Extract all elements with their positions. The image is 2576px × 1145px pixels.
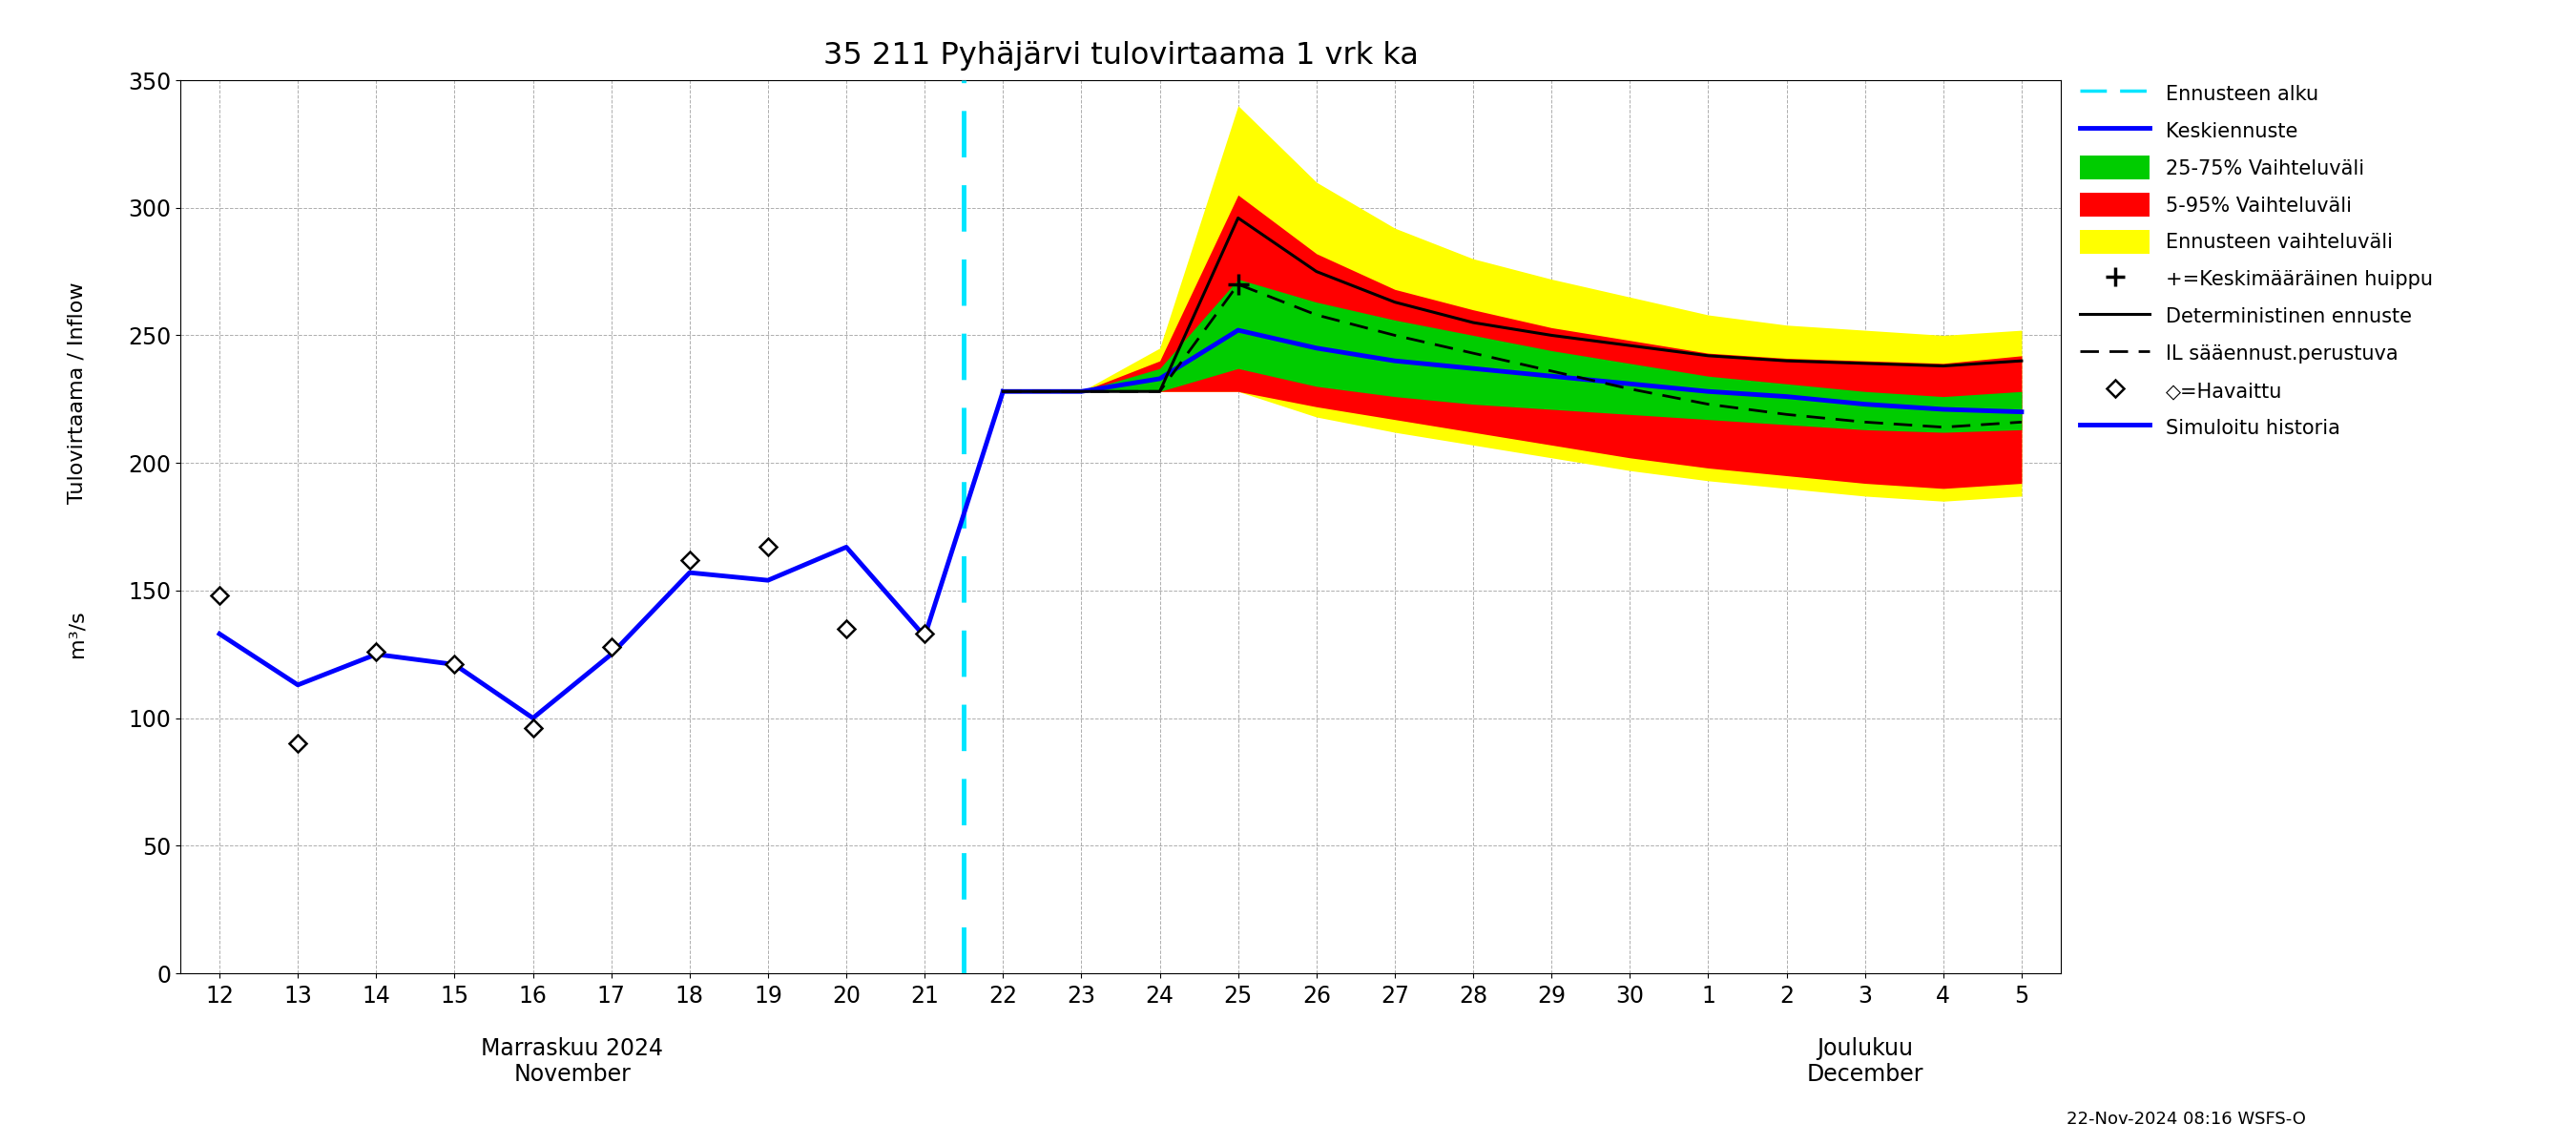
- Text: m³/s: m³/s: [67, 610, 88, 657]
- Text: Joulukuu
December: Joulukuu December: [1806, 1037, 1924, 1087]
- Legend: Ennusteen alku, Keskiennuste, 25-75% Vaihteluväli, 5-95% Vaihteluväli, Ennusteen: Ennusteen alku, Keskiennuste, 25-75% Vai…: [2081, 81, 2432, 440]
- Text: 22-Nov-2024 08:16 WSFS-O: 22-Nov-2024 08:16 WSFS-O: [2066, 1111, 2306, 1128]
- Text: Tulovirtaama / Inflow: Tulovirtaama / Inflow: [67, 282, 88, 504]
- Title: 35 211 Pyhäjärvi tulovirtaama 1 vrk ka: 35 211 Pyhäjärvi tulovirtaama 1 vrk ka: [822, 41, 1419, 71]
- Text: Marraskuu 2024
November: Marraskuu 2024 November: [482, 1037, 662, 1087]
